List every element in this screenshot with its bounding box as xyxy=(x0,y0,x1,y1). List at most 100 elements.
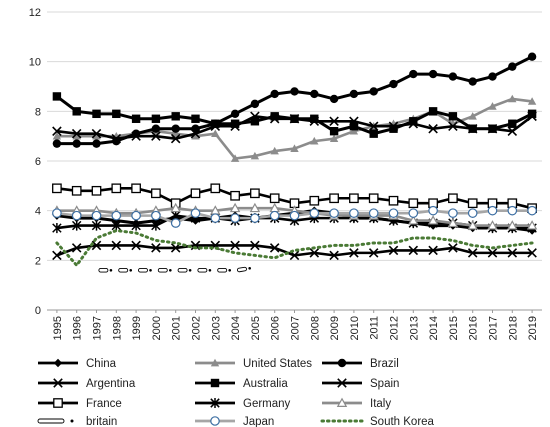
data-point xyxy=(527,52,537,61)
data-point xyxy=(131,131,141,141)
data-point xyxy=(211,129,220,138)
legend-item: Brazil xyxy=(322,358,399,370)
data-point xyxy=(507,248,518,258)
data-point xyxy=(269,243,280,253)
data-point xyxy=(171,124,180,133)
data-point xyxy=(329,250,339,261)
data-point xyxy=(329,193,339,204)
data-point xyxy=(270,112,279,121)
series-segment xyxy=(197,268,208,273)
y-tick-label: 6 xyxy=(35,156,41,168)
legend-marker xyxy=(336,397,348,407)
series-dot xyxy=(109,268,113,272)
data-point xyxy=(428,69,438,79)
data-point xyxy=(468,77,477,86)
data-point xyxy=(507,126,518,136)
data-point xyxy=(349,89,359,99)
data-point xyxy=(190,240,201,251)
data-point xyxy=(170,202,181,213)
data-point xyxy=(408,215,419,225)
data-point xyxy=(170,218,181,228)
y-tick-label: 12 xyxy=(29,7,41,19)
data-point xyxy=(71,220,82,231)
y-tick-label: 4 xyxy=(35,206,41,218)
legend-item: Germany xyxy=(195,397,291,410)
legend-label: France xyxy=(86,398,122,410)
data-point xyxy=(190,188,201,199)
data-point xyxy=(250,213,260,223)
x-tick-label: 2009 xyxy=(329,316,341,340)
data-point xyxy=(151,188,161,199)
data-point xyxy=(329,94,339,104)
data-point xyxy=(368,208,379,218)
data-point xyxy=(408,198,419,209)
data-point xyxy=(250,240,260,251)
series-dot xyxy=(169,268,172,272)
series-line xyxy=(56,244,533,257)
data-point xyxy=(72,107,81,116)
series-segment xyxy=(177,268,188,273)
data-point xyxy=(329,134,339,143)
data-point xyxy=(250,151,260,160)
y-axis: 0 2 4 6 8 10 12 xyxy=(29,7,41,317)
data-point xyxy=(151,210,161,221)
data-point xyxy=(230,190,240,201)
data-point xyxy=(448,243,458,253)
data-point xyxy=(72,139,81,148)
data-point xyxy=(310,89,319,99)
data-point xyxy=(527,109,537,119)
data-point xyxy=(92,109,101,119)
series-brazil xyxy=(52,52,537,148)
data-point xyxy=(349,248,359,258)
data-point xyxy=(309,248,320,258)
x-tick-label: 2012 xyxy=(389,316,401,340)
data-point xyxy=(52,250,62,261)
data-point xyxy=(250,188,260,199)
data-point xyxy=(52,208,62,218)
legend: China United States Brazil Argentina Austral… xyxy=(37,358,435,427)
data-point xyxy=(527,97,537,105)
x-tick-label: 2003 xyxy=(210,316,222,340)
data-point xyxy=(427,215,439,225)
legend-item: United States xyxy=(195,358,312,370)
data-point xyxy=(71,210,82,221)
legend-label: Italy xyxy=(370,398,391,410)
data-point xyxy=(92,139,101,148)
data-point xyxy=(91,240,102,251)
data-point xyxy=(52,126,62,136)
data-point xyxy=(329,127,339,136)
data-point xyxy=(190,208,201,218)
data-point xyxy=(388,195,399,206)
data-point xyxy=(448,112,458,121)
data-point xyxy=(112,109,121,119)
data-point xyxy=(428,245,438,256)
legend-label: Spain xyxy=(370,378,399,390)
data-point xyxy=(488,124,497,133)
data-point xyxy=(230,240,240,251)
data-point xyxy=(408,208,419,218)
data-point xyxy=(52,131,62,140)
data-point xyxy=(468,124,477,133)
data-point xyxy=(131,114,141,123)
legend-swatch-dot xyxy=(70,419,74,423)
x-tick-label: 2005 xyxy=(250,316,262,340)
legend-marker xyxy=(210,378,220,388)
legend-label: Australia xyxy=(243,378,288,390)
legend-label: britain xyxy=(86,416,117,427)
data-point xyxy=(468,112,477,120)
x-tick-label: 1996 xyxy=(72,316,84,340)
x-tick-label: 1999 xyxy=(131,316,143,340)
data-point xyxy=(71,128,82,139)
data-point xyxy=(111,183,122,194)
data-point xyxy=(507,220,518,230)
data-point xyxy=(508,62,517,71)
data-point xyxy=(131,210,141,221)
x-tick-label: 1998 xyxy=(111,316,123,340)
x-tick-label: 2016 xyxy=(468,316,480,340)
data-point xyxy=(151,243,161,253)
data-point xyxy=(447,217,459,228)
data-point xyxy=(270,146,279,155)
series-segment xyxy=(157,268,168,273)
legend-label: Argentina xyxy=(86,378,136,390)
data-point xyxy=(111,240,122,251)
